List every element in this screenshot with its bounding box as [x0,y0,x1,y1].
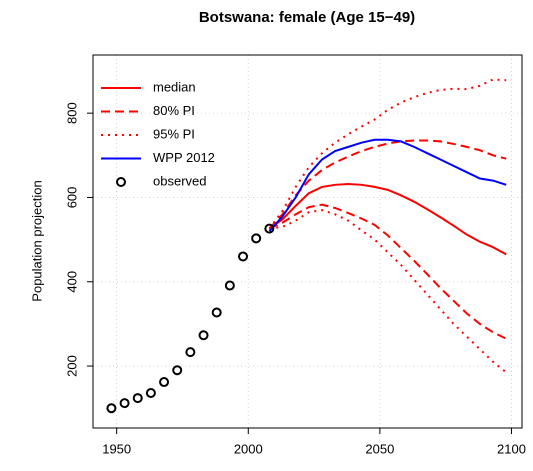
legend-label: WPP 2012 [153,150,215,165]
observed-point [211,307,222,318]
observed-point [185,347,196,358]
y-tick-label: 800 [64,102,79,124]
x-tick-label: 2050 [365,441,394,456]
observed-point [172,365,183,376]
observed-point [224,280,235,291]
series-line [268,182,507,256]
observed-point [251,233,262,244]
legend-label: 80% PI [153,103,195,118]
observed-point [264,223,275,234]
series-line [268,138,507,232]
y-tick-label: 400 [64,271,79,293]
y-tick-label: 600 [64,187,79,209]
legend-label: observed [153,173,206,188]
chart-title: Botswana: female (Age 15−49) [199,9,415,26]
legend-symbol [116,177,126,187]
y-tick-label: 200 [64,355,79,377]
observed-point [132,393,143,404]
legend-label: 95% PI [153,126,195,141]
x-tick-label: 1950 [102,441,131,456]
series-line [269,209,507,374]
observed-point [106,403,117,414]
legend-label: median [153,79,196,94]
observed-point [119,398,130,409]
x-tick-label: 2100 [497,441,526,456]
x-tick-label: 2000 [234,441,263,456]
series-line [268,139,507,230]
observed-point [159,377,170,388]
observed-point [238,251,249,262]
observed-point [145,388,156,399]
observed-point [198,330,209,341]
plot-frame [92,54,523,429]
y-axis-label: Population projection [29,180,44,301]
series-line [268,203,507,340]
